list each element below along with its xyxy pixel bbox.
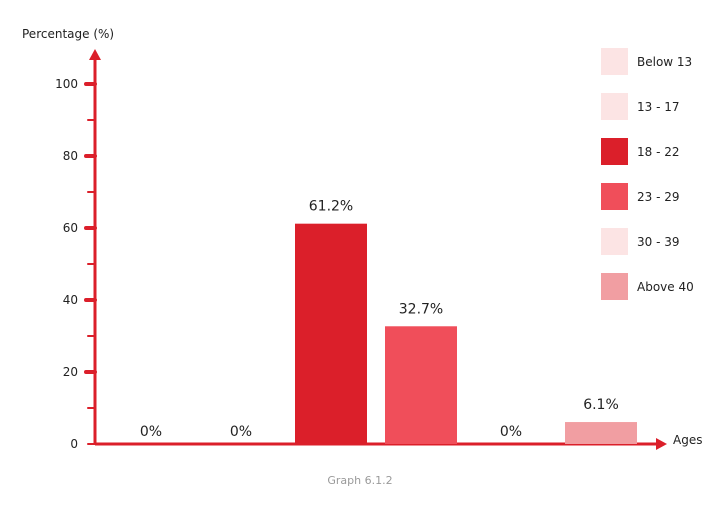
- chart-bars: [295, 223, 637, 444]
- y-tick-label: 40: [63, 293, 78, 307]
- y-axis-arrow: [89, 49, 101, 60]
- bar-value-label: 61.2%: [309, 199, 353, 215]
- y-tick-label: 60: [63, 221, 78, 235]
- bar-value-label: 32.7%: [399, 301, 443, 317]
- legend-label: 18 - 22: [637, 145, 680, 159]
- legend-label: 30 - 39: [637, 235, 680, 249]
- bar-value-labels: 0% 0% 61.2% 32.7% 0% 6.1%: [140, 199, 619, 440]
- legend-label: Above 40: [637, 280, 694, 294]
- y-axis-title: Percentage (%): [22, 27, 114, 41]
- legend-swatch: [601, 48, 628, 75]
- graph-caption: Graph 6.1.2: [327, 474, 393, 487]
- y-tick-label: 80: [63, 149, 78, 163]
- bar-value-label: 0%: [500, 424, 522, 440]
- y-tick-label: 0: [70, 437, 78, 451]
- chart-axes: [89, 49, 667, 450]
- chart-legend: Below 13 13 - 17 18 - 22 23 - 29 30 - 39 Abov…: [601, 48, 694, 300]
- y-tick-label: 100: [55, 77, 78, 91]
- bar: [385, 326, 457, 444]
- bar-value-label: 0%: [140, 424, 162, 440]
- legend-label: Below 13: [637, 55, 692, 69]
- bar: [295, 223, 367, 444]
- y-axis-ticks: 0 20 40 60 80 100: [55, 77, 97, 451]
- legend-label: 23 - 29: [637, 190, 680, 204]
- bar-value-label: 0%: [230, 424, 252, 440]
- y-tick-label: 20: [63, 365, 78, 379]
- legend-label: 13 - 17: [637, 100, 680, 114]
- legend-swatch: [601, 183, 628, 210]
- legend-swatch: [601, 93, 628, 120]
- bar-value-label: 6.1%: [583, 397, 619, 413]
- x-axis-title: Ages: [673, 433, 702, 447]
- bar: [565, 422, 637, 444]
- x-axis-arrow: [656, 438, 667, 450]
- legend-swatch: [601, 228, 628, 255]
- legend-swatch: [601, 273, 628, 300]
- legend-swatch: [601, 138, 628, 165]
